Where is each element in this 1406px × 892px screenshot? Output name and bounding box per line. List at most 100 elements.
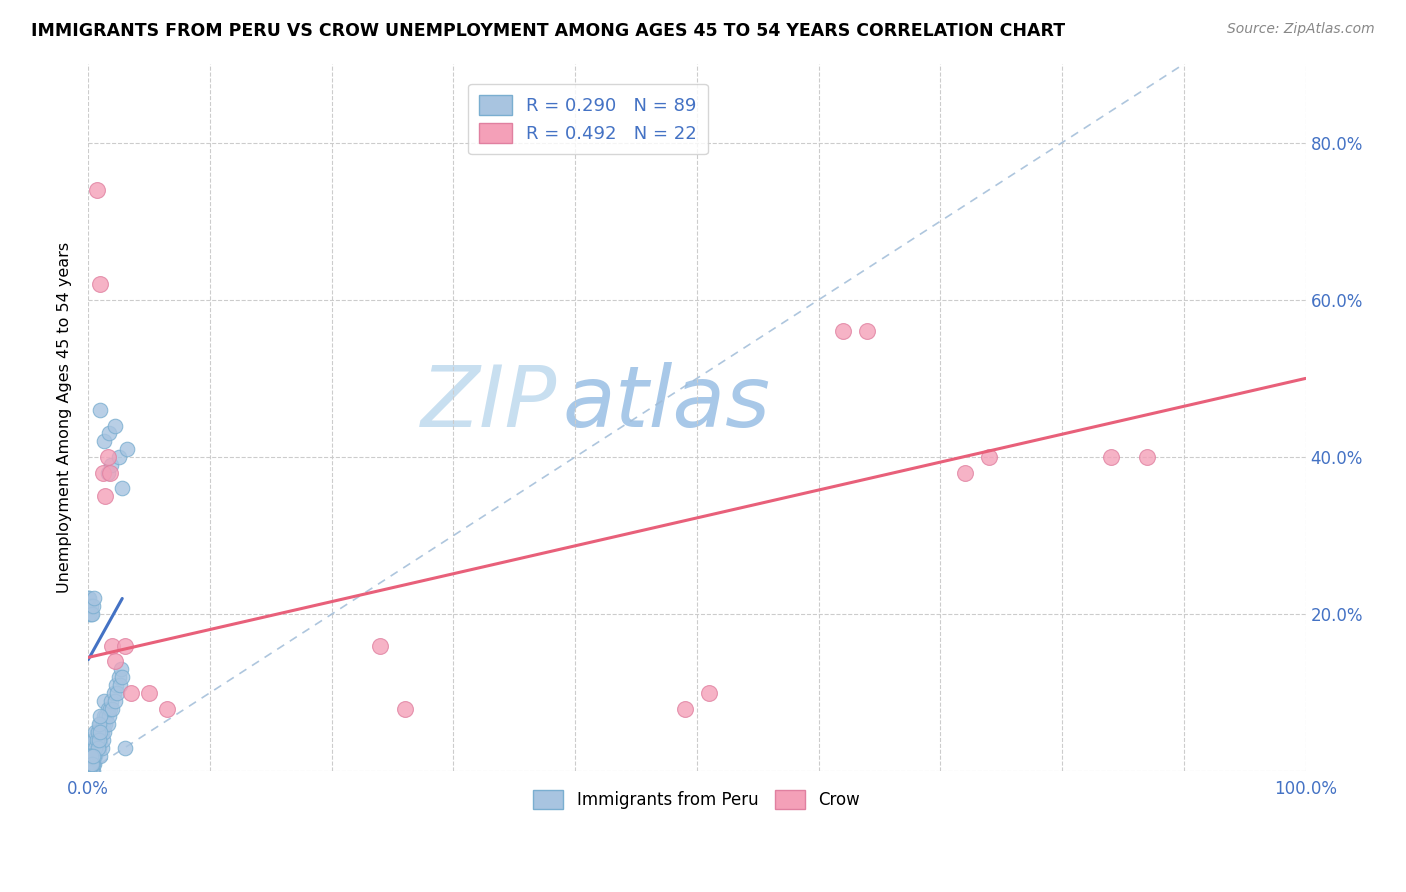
Point	[108, 678, 131, 692]
Point	[82, 748, 104, 763]
Point	[82, 740, 104, 755]
Point	[82, 764, 104, 779]
Point	[100, 458, 122, 472]
Text: Source: ZipAtlas.com: Source: ZipAtlas.com	[1227, 22, 1375, 37]
Point	[90, 740, 112, 755]
Point	[89, 717, 111, 731]
Point	[97, 709, 120, 723]
Point	[91, 466, 114, 480]
Point	[832, 324, 855, 338]
Point	[105, 686, 128, 700]
Point	[83, 740, 105, 755]
Point	[138, 686, 160, 700]
Point	[104, 693, 127, 707]
Point	[77, 599, 100, 614]
Point	[79, 756, 101, 771]
Point	[89, 733, 111, 747]
Point	[79, 748, 101, 763]
Point	[93, 709, 115, 723]
Point	[84, 740, 107, 755]
Point	[83, 591, 105, 606]
Point	[79, 599, 101, 614]
Point	[87, 740, 110, 755]
Point	[79, 764, 101, 779]
Y-axis label: Unemployment Among Ages 45 to 54 years: Unemployment Among Ages 45 to 54 years	[58, 242, 72, 593]
Point	[104, 654, 127, 668]
Point	[98, 701, 121, 715]
Point	[80, 607, 103, 622]
Point	[79, 599, 101, 614]
Point	[94, 489, 117, 503]
Point	[1136, 450, 1159, 464]
Point	[86, 725, 108, 739]
Point	[80, 764, 103, 779]
Point	[91, 733, 114, 747]
Legend: Immigrants from Peru, Crow: Immigrants from Peru, Crow	[527, 783, 868, 816]
Text: ZIP: ZIP	[420, 362, 557, 445]
Point	[89, 709, 111, 723]
Point	[87, 717, 110, 731]
Point	[84, 748, 107, 763]
Point	[98, 466, 121, 480]
Point	[77, 756, 100, 771]
Point	[115, 442, 138, 457]
Point	[82, 756, 104, 771]
Point	[103, 686, 125, 700]
Point	[394, 701, 416, 715]
Point	[114, 639, 136, 653]
Point	[87, 725, 110, 739]
Point	[79, 591, 101, 606]
Point	[89, 277, 111, 292]
Point	[87, 733, 110, 747]
Point	[97, 701, 120, 715]
Point	[114, 740, 136, 755]
Point	[86, 183, 108, 197]
Point	[83, 733, 105, 747]
Point	[87, 733, 110, 747]
Point	[83, 756, 105, 771]
Point	[953, 466, 976, 480]
Point	[697, 686, 720, 700]
Point	[368, 639, 391, 653]
Point	[89, 402, 111, 417]
Point	[97, 426, 120, 441]
Point	[80, 756, 103, 771]
Point	[82, 748, 104, 763]
Point	[83, 748, 105, 763]
Point	[79, 764, 101, 779]
Point	[87, 740, 110, 755]
Text: atlas: atlas	[562, 362, 770, 445]
Point	[86, 740, 108, 755]
Text: IMMIGRANTS FROM PERU VS CROW UNEMPLOYMENT AMONG AGES 45 TO 54 YEARS CORRELATION : IMMIGRANTS FROM PERU VS CROW UNEMPLOYMEN…	[31, 22, 1066, 40]
Point	[80, 756, 103, 771]
Point	[86, 733, 108, 747]
Point	[94, 717, 117, 731]
Point	[77, 764, 100, 779]
Point	[120, 686, 142, 700]
Point	[101, 639, 124, 653]
Point	[97, 450, 120, 464]
Point	[93, 434, 115, 449]
Point	[110, 662, 132, 676]
Point	[156, 701, 179, 715]
Point	[89, 748, 111, 763]
Point	[97, 466, 120, 480]
Point	[107, 670, 129, 684]
Point	[97, 717, 120, 731]
Point	[80, 740, 103, 755]
Point	[93, 725, 115, 739]
Point	[82, 733, 104, 747]
Point	[89, 725, 111, 739]
Point	[856, 324, 879, 338]
Point	[90, 725, 112, 739]
Point	[79, 607, 101, 622]
Point	[77, 591, 100, 606]
Point	[977, 450, 1000, 464]
Point	[82, 599, 104, 614]
Point	[111, 482, 134, 496]
Point	[1099, 450, 1122, 464]
Point	[111, 670, 134, 684]
Point	[79, 764, 101, 779]
Point	[79, 607, 101, 622]
Point	[79, 756, 101, 771]
